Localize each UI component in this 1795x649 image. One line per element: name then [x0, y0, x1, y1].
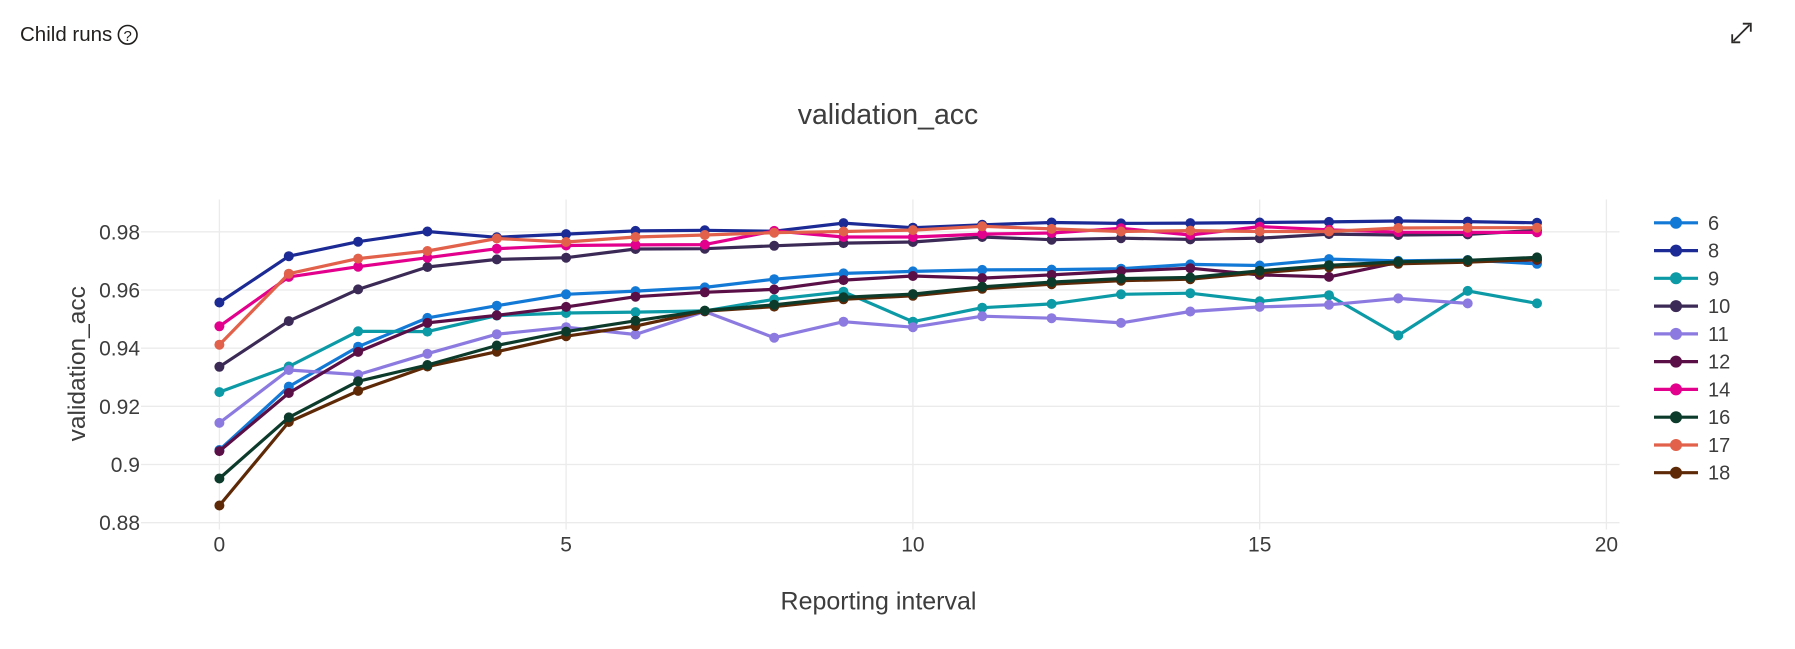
svg-text:Child runs: Child runs: [20, 23, 112, 46]
svg-text:10: 10: [1708, 296, 1730, 318]
svg-text:0.96: 0.96: [99, 280, 140, 303]
svg-text:10: 10: [901, 534, 924, 557]
svg-text:16: 16: [1708, 407, 1730, 429]
svg-text:9: 9: [1708, 268, 1719, 290]
svg-text:?: ?: [124, 28, 132, 45]
svg-text:17: 17: [1708, 435, 1730, 457]
svg-text:14: 14: [1708, 379, 1730, 401]
svg-text:18: 18: [1708, 463, 1730, 485]
svg-text:0.98: 0.98: [99, 221, 140, 244]
svg-text:20: 20: [1595, 534, 1618, 557]
svg-text:0.92: 0.92: [99, 396, 140, 419]
svg-text:validation_acc: validation_acc: [64, 286, 91, 441]
svg-text:0.88: 0.88: [99, 512, 140, 535]
svg-text:5: 5: [560, 534, 572, 557]
svg-text:0: 0: [214, 534, 226, 557]
svg-text:0.94: 0.94: [99, 338, 140, 361]
svg-text:15: 15: [1248, 534, 1271, 557]
svg-text:6: 6: [1708, 213, 1719, 235]
svg-text:11: 11: [1708, 324, 1729, 346]
svg-text:validation_acc: validation_acc: [798, 99, 979, 131]
svg-text:8: 8: [1708, 241, 1719, 263]
svg-text:Reporting interval: Reporting interval: [781, 588, 977, 616]
svg-text:0.9: 0.9: [111, 454, 140, 477]
svg-text:12: 12: [1708, 352, 1730, 374]
